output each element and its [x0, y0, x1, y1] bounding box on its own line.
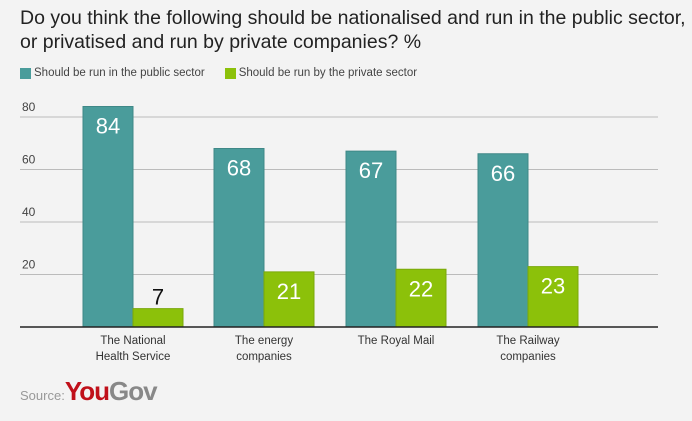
data-label: 22	[409, 276, 433, 301]
data-label: 84	[96, 114, 120, 139]
bar-private	[527, 266, 579, 328]
yougov-logo: YouGov	[64, 376, 158, 406]
legend-swatch-public	[20, 67, 31, 79]
data-label: 7	[152, 285, 164, 310]
bar-public	[477, 153, 529, 328]
legend: Should be run in the public sector Shoul…	[20, 67, 417, 79]
bar-private	[263, 271, 315, 328]
bar-private	[395, 268, 447, 328]
legend-item-private: Should be run by the private sector	[224, 67, 418, 79]
data-label: 68	[227, 156, 251, 181]
data-label: 23	[541, 274, 565, 299]
x-tick-label: The National	[100, 335, 165, 347]
source-label: Source:	[20, 388, 65, 403]
chart-title: Do you think the following should be nat…	[20, 7, 686, 53]
data-label: 66	[491, 161, 515, 186]
data-label: 67	[359, 158, 383, 183]
bar-public	[345, 150, 397, 328]
x-tick-label: companies	[500, 351, 556, 363]
y-tick-label: 80	[22, 100, 36, 114]
x-tick-label: companies	[236, 351, 292, 363]
y-tick-label: 60	[22, 153, 36, 167]
y-tick-label: 40	[22, 205, 36, 219]
x-tick-label: The Railway	[496, 335, 560, 347]
legend-swatch-private	[224, 67, 236, 79]
legend-label-public: Should be run in the public sector	[34, 67, 205, 79]
x-tick-label: Health Service	[96, 351, 171, 363]
x-tick-label: The Royal Mail	[358, 335, 435, 347]
x-tick-label: The energy	[235, 335, 293, 347]
legend-label-private: Should be run by the private sector	[238, 67, 418, 79]
data-label: 21	[277, 279, 301, 304]
legend-item-public: Should be run in the public sector	[20, 67, 205, 79]
source: Source:YouGov	[20, 376, 158, 407]
bar-public	[82, 106, 134, 328]
bar-private	[132, 308, 184, 328]
y-tick-label: 20	[22, 258, 36, 272]
bar-public	[213, 148, 265, 328]
